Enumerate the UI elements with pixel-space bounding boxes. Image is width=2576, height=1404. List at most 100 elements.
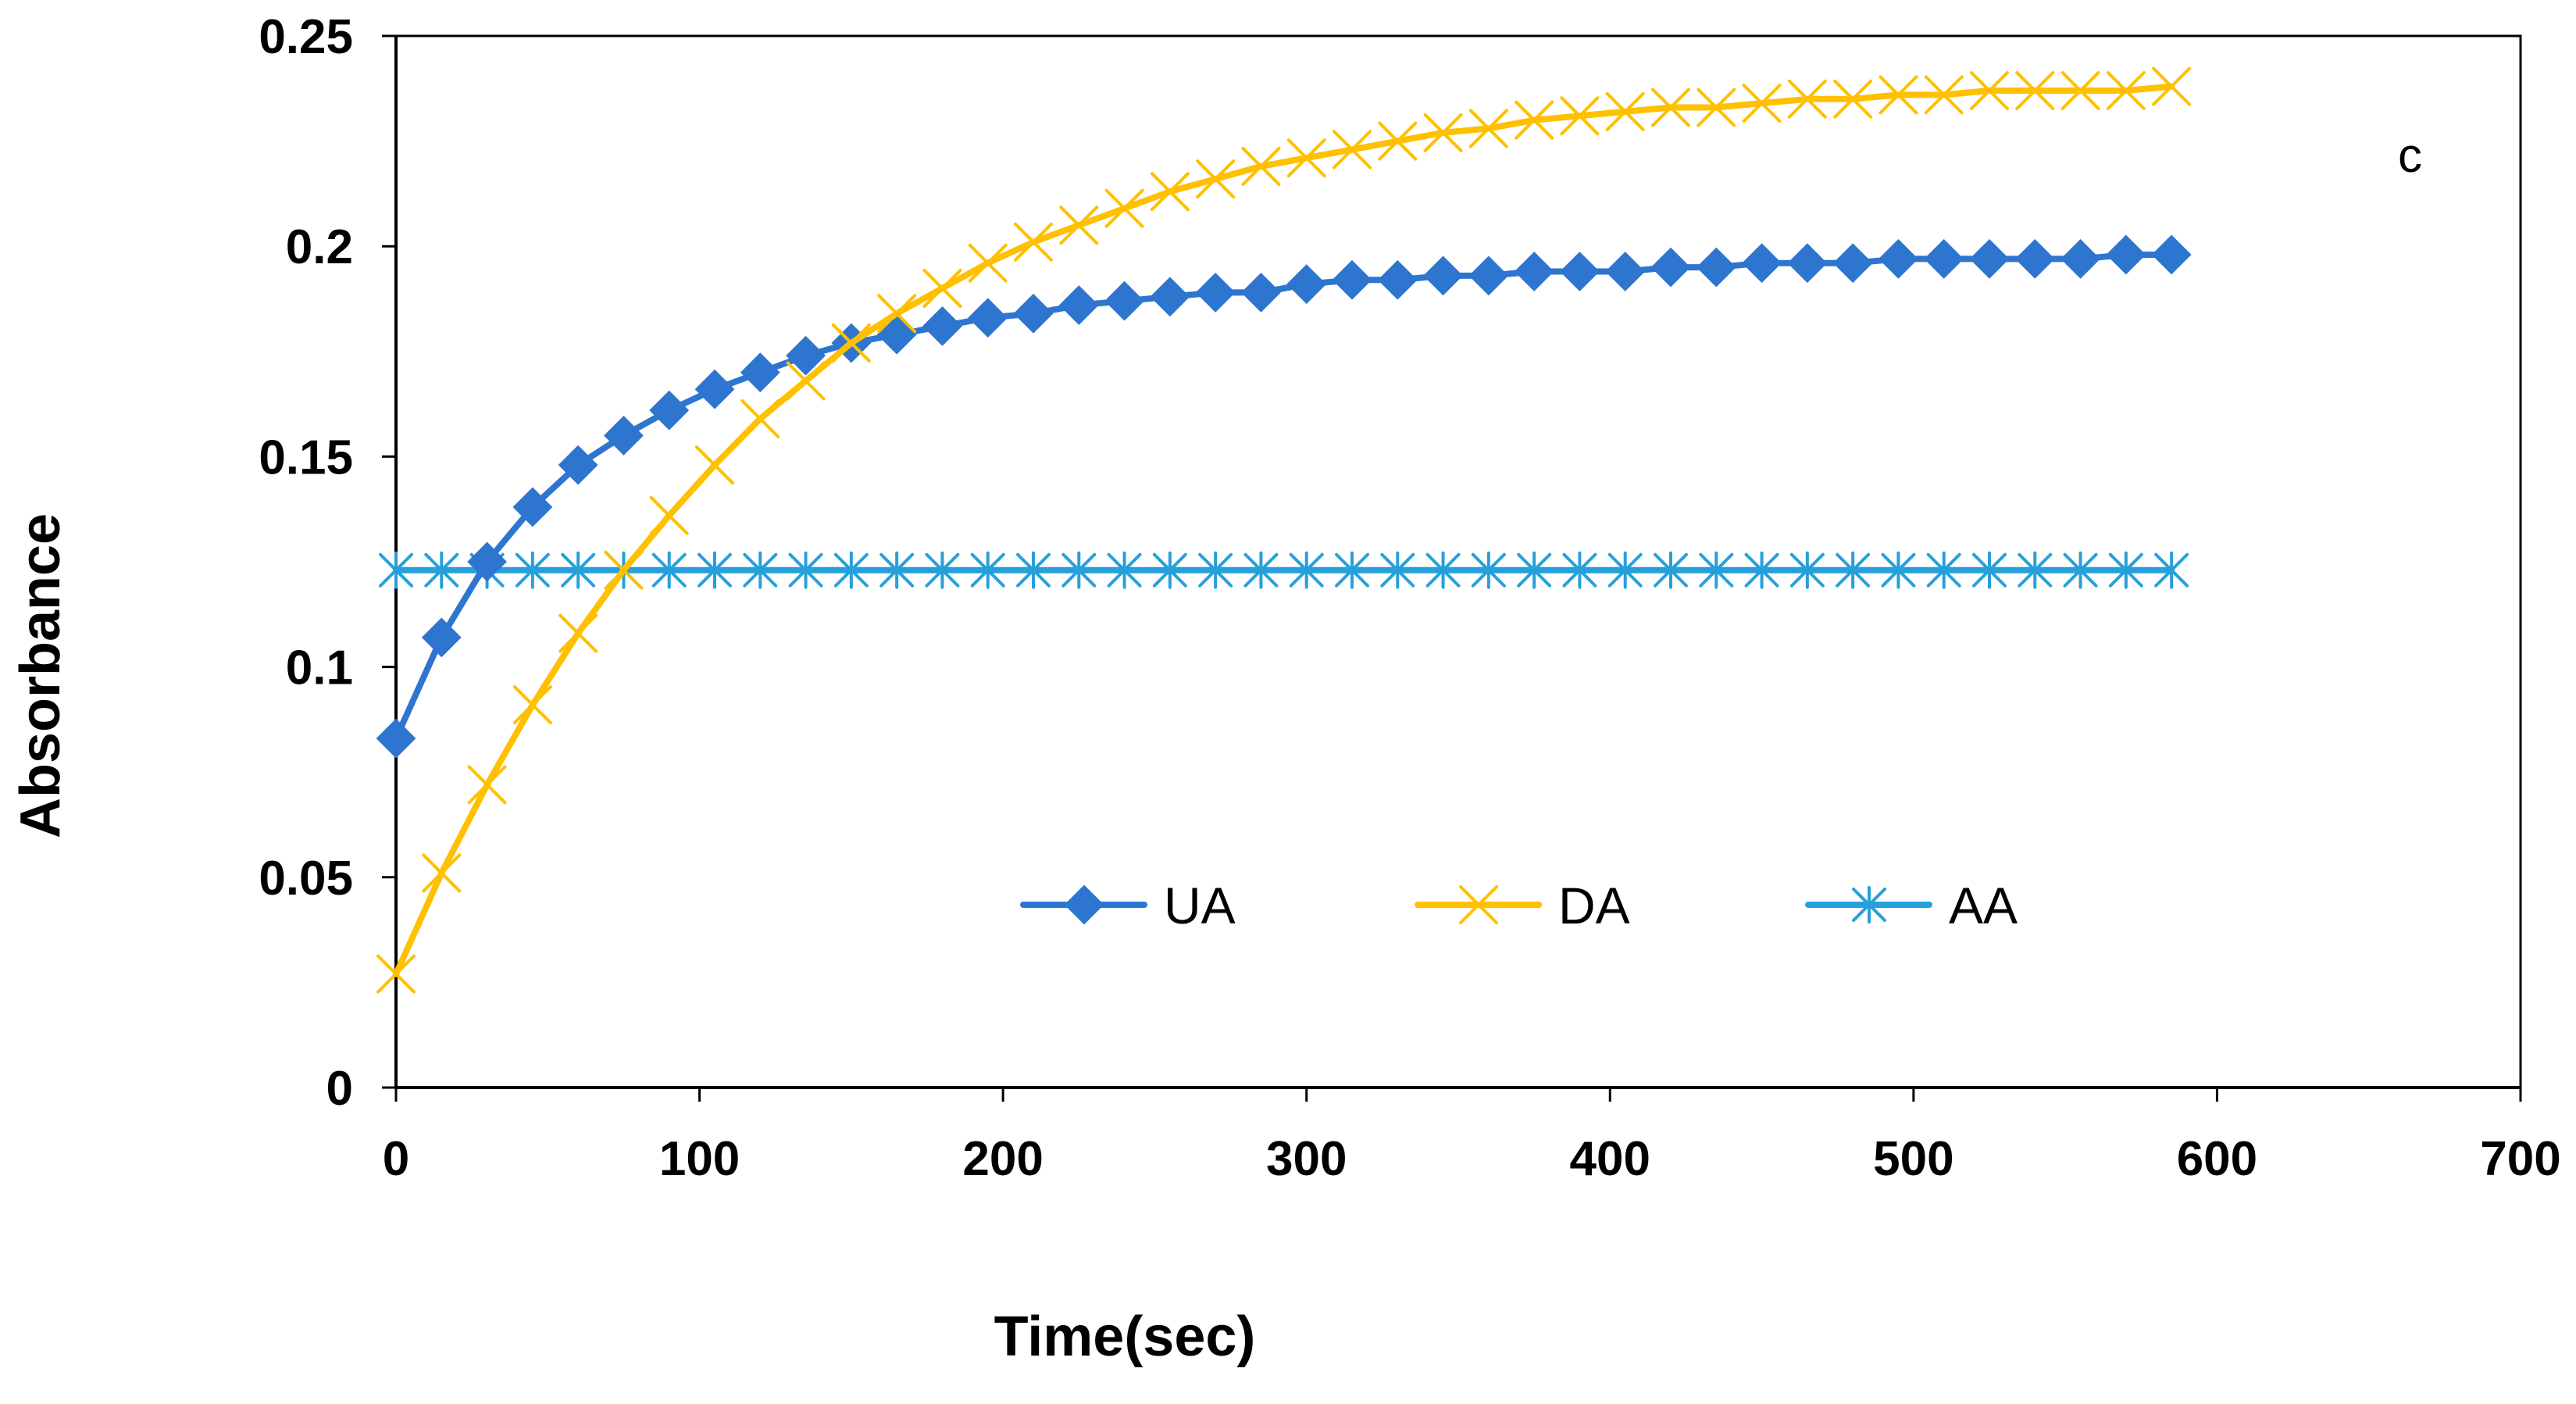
- x-tick-label: 600: [2177, 1132, 2257, 1186]
- data-point-ua: [1832, 243, 1873, 284]
- data-point-da: [376, 954, 416, 994]
- y-tick-label: 0.15: [259, 430, 353, 484]
- data-point-aa: [1789, 551, 1825, 589]
- data-point-aa: [1744, 551, 1779, 589]
- data-point-da: [1286, 138, 1326, 178]
- legend-item-ua: UA: [1020, 877, 1236, 934]
- data-point-aa: [743, 551, 778, 589]
- data-point-da: [1924, 75, 1964, 115]
- data-point-aa: [1517, 551, 1552, 589]
- data-point-da: [1423, 113, 1463, 152]
- data-point-da: [1333, 130, 1372, 170]
- data-point-aa: [1562, 551, 1597, 589]
- x-tick-label: 500: [1873, 1132, 1953, 1186]
- data-point-ua: [1742, 243, 1782, 284]
- data-point-aa: [1607, 551, 1643, 589]
- data-point-ua: [1423, 255, 1463, 296]
- data-point-da: [831, 323, 871, 363]
- data-point-ua: [2014, 238, 2055, 279]
- data-point-ua: [1058, 285, 1099, 325]
- data-point-da: [786, 361, 826, 401]
- data-point-da: [2106, 70, 2146, 110]
- data-point-aa: [970, 551, 1005, 589]
- axes: 0 0.05 0.1 0.15 0.2 0.25 0 100 200 300 400 500 600 70…: [259, 10, 2560, 1186]
- data-point-da: [1059, 205, 1099, 245]
- data-point-da: [2152, 66, 2192, 106]
- data-point-ua: [740, 352, 780, 393]
- data-point-da: [1605, 91, 1645, 131]
- data-point-ua: [1104, 280, 1144, 321]
- data-point-ua: [421, 617, 462, 658]
- data-point-da: [922, 269, 962, 309]
- data-point-da: [649, 495, 689, 535]
- data-point-da: [1378, 121, 1418, 161]
- data-point-da: [1196, 159, 1236, 199]
- data-point-aa: [379, 551, 413, 589]
- data-point-aa: [515, 551, 550, 589]
- data-point-da: [1241, 146, 1281, 186]
- data-point-ua: [694, 369, 735, 409]
- data-point-da: [422, 853, 462, 893]
- y-tick-label: 0.2: [286, 220, 353, 274]
- data-point-aa: [698, 551, 732, 589]
- series-line-da: [393, 83, 2175, 977]
- data-point-da: [1515, 100, 1554, 140]
- data-point-aa: [1380, 551, 1415, 589]
- data-point-da: [968, 243, 1008, 283]
- data-point-da: [1014, 222, 1053, 262]
- data-point-da: [1833, 79, 1873, 119]
- data-point-aa: [1471, 551, 1506, 589]
- x-tick-label: 700: [2480, 1132, 2560, 1186]
- data-point-da: [1697, 88, 1736, 127]
- legend-label-da: DA: [1558, 877, 1630, 934]
- x-tick-label: 200: [962, 1132, 1043, 1186]
- data-point-ua: [1969, 238, 2010, 279]
- data-point-ua: [1241, 273, 1281, 313]
- data-point-aa: [1654, 551, 1688, 589]
- data-point-ua: [649, 390, 690, 430]
- data-point-aa: [1836, 551, 1871, 589]
- data-point-ua: [876, 314, 917, 355]
- data-point-ua: [1195, 273, 1236, 313]
- data-point-aa: [1152, 551, 1187, 589]
- data-point-da: [2060, 70, 2100, 110]
- data-point-ua: [1150, 277, 1190, 317]
- data-point-ua: [1013, 293, 1054, 334]
- data-point-da: [1104, 188, 1144, 228]
- data-point-ua: [2106, 234, 2146, 275]
- data-point-aa: [1926, 551, 1961, 589]
- x-tick-label: 400: [1570, 1132, 1650, 1186]
- data-point-aa: [1881, 551, 1916, 589]
- y-tick-label: 0: [326, 1062, 353, 1116]
- data-point-da: [558, 613, 598, 653]
- data-point-aa: [879, 551, 915, 589]
- data-point-da: [877, 294, 917, 334]
- data-point-aa: [1016, 551, 1051, 589]
- data-point-ua: [2060, 238, 2100, 279]
- data-point-da: [1150, 172, 1190, 212]
- series-da: [376, 66, 2192, 994]
- data-point-ua: [1332, 259, 1372, 300]
- data-point-ua: [1605, 252, 1646, 291]
- data-point-da: [2015, 70, 2055, 110]
- data-point-ua: [1377, 259, 1418, 300]
- data-point-aa: [561, 551, 596, 589]
- panel-label: c: [2398, 129, 2422, 183]
- data-point-ua: [1650, 247, 1691, 288]
- data-point-aa: [833, 551, 869, 589]
- data-point-ua: [1878, 238, 1918, 279]
- data-point-ua: [1514, 252, 1554, 291]
- y-tick-label: 0.25: [259, 10, 353, 64]
- data-point-da: [695, 445, 734, 485]
- legend-label-ua: UA: [1164, 877, 1236, 934]
- data-point-aa: [1289, 551, 1324, 589]
- legend-label-aa: AA: [1949, 877, 2018, 934]
- data-point-da: [1651, 88, 1690, 127]
- data-point-ua: [1696, 247, 1736, 288]
- y-tick-label: 0.1: [286, 641, 353, 695]
- legend-item-aa: AA: [1805, 877, 2018, 934]
- data-point-ua: [922, 306, 962, 346]
- data-point-aa: [1243, 551, 1279, 589]
- data-point-ua: [1560, 252, 1600, 291]
